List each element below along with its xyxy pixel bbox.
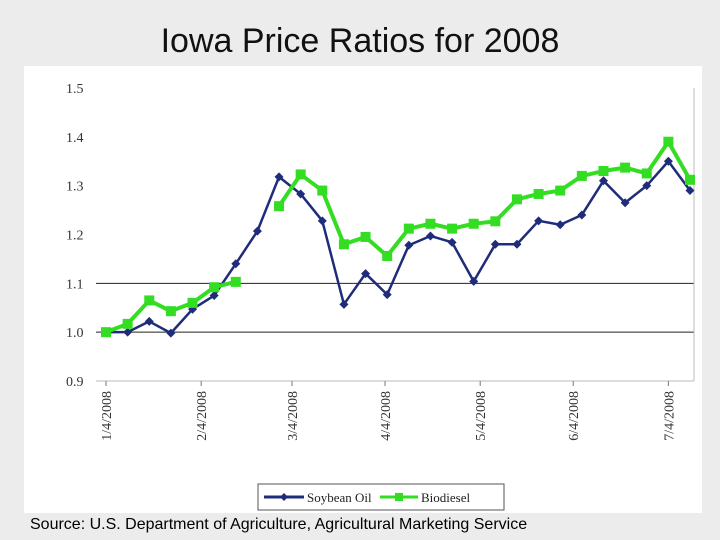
biodiesel-point — [576, 170, 587, 181]
legend: Soybean Oil Biodiesel — [257, 483, 505, 511]
x-tick-label: 7/4/2008 — [662, 391, 677, 441]
soybean-point — [577, 210, 587, 220]
series-markers — [101, 136, 695, 338]
y-tick-label: 1.1 — [66, 277, 84, 292]
biodiesel-point — [101, 327, 111, 338]
y-tick-labels: 0.9 1.0 1.1 1.2 1.3 1.4 1.5 — [66, 82, 84, 390]
soybean-point — [404, 240, 414, 250]
y-tick-label: 1.2 — [66, 229, 84, 244]
y-tick-label: 0.9 — [66, 375, 84, 390]
biodiesel-point — [468, 218, 479, 229]
biodiesel-point — [230, 276, 241, 287]
soybean-point — [382, 290, 392, 300]
x-tick-label: 1/4/2008 — [100, 391, 115, 441]
gridlines — [96, 282, 694, 333]
y-tick-label: 1.5 — [66, 82, 84, 97]
soybean-point — [123, 327, 133, 337]
biodiesel-point — [641, 168, 652, 179]
biodiesel-point — [295, 169, 306, 180]
soybean-point — [512, 239, 522, 249]
soybean-point — [274, 172, 284, 182]
biodiesel-point — [144, 295, 155, 306]
y-tick-label: 1.4 — [66, 131, 84, 146]
x-tick-label: 3/4/2008 — [286, 391, 301, 441]
legend-biodiesel-label: Biodiesel — [421, 490, 470, 505]
biodiesel-point — [382, 250, 393, 261]
source-note: Source: U.S. Department of Agriculture, … — [30, 516, 528, 533]
biodiesel-point — [165, 306, 176, 317]
soybean-point — [252, 226, 262, 236]
biodiesel-point — [187, 297, 198, 308]
x-tick-label: 6/4/2008 — [567, 391, 582, 441]
soybean-point — [534, 216, 544, 226]
biodiesel-point — [403, 223, 414, 234]
soybean-point — [469, 276, 479, 286]
x-tick-label: 2/4/2008 — [195, 391, 210, 441]
soybean-point — [642, 181, 652, 191]
chart-frame — [24, 66, 702, 513]
biodiesel-point — [338, 239, 349, 250]
soybean-point — [231, 259, 241, 269]
legend-soybean-marker — [280, 493, 288, 501]
soybean-line — [106, 160, 692, 335]
biodiesel-point — [490, 216, 501, 227]
biodiesel-point — [447, 223, 458, 234]
x-tick-labels: 1/4/2008 2/4/2008 3/4/2008 4/4/2008 5/4/2008… — [100, 381, 677, 441]
x-tick-label: 5/4/2008 — [474, 391, 489, 441]
biodiesel-point — [360, 231, 371, 242]
biodiesel-point — [598, 166, 609, 177]
soybean-point — [447, 237, 457, 247]
biodiesel-point — [317, 185, 328, 196]
soybean-point — [166, 328, 176, 338]
soybean-point — [209, 291, 219, 301]
biodiesel-point — [425, 218, 436, 229]
soybean-point — [598, 176, 608, 186]
biodiesel-point — [555, 185, 566, 196]
x-tick-label: 4/4/2008 — [379, 391, 394, 441]
axes — [96, 88, 695, 382]
y-tick-label: 1.3 — [66, 180, 84, 195]
biodiesel-point — [511, 194, 522, 205]
biodiesel-point — [685, 174, 695, 185]
biodiesel-point — [274, 201, 285, 212]
soybean-point — [144, 316, 154, 326]
slide-title: Iowa Price Ratios for 2008 — [160, 22, 560, 60]
soybean-point — [555, 220, 565, 230]
legend-biodiesel-marker — [395, 493, 403, 501]
soybean-point — [425, 231, 435, 241]
biodiesel-point — [209, 282, 220, 293]
soybean-point — [620, 198, 630, 208]
soybean-point — [663, 156, 673, 166]
soybean-point — [339, 299, 349, 309]
y-tick-label: 1.0 — [66, 326, 84, 341]
soybean-point — [317, 216, 327, 226]
biodiesel-point — [663, 136, 674, 147]
legend-soybean-label: Soybean Oil — [307, 490, 372, 505]
biodiesel-point — [122, 318, 133, 329]
soybean-point — [296, 189, 306, 199]
soybean-point — [490, 239, 500, 249]
soybean-point — [361, 269, 371, 279]
biodiesel-point — [533, 188, 544, 199]
soybean-point — [685, 186, 695, 196]
biodiesel-point — [620, 162, 631, 173]
